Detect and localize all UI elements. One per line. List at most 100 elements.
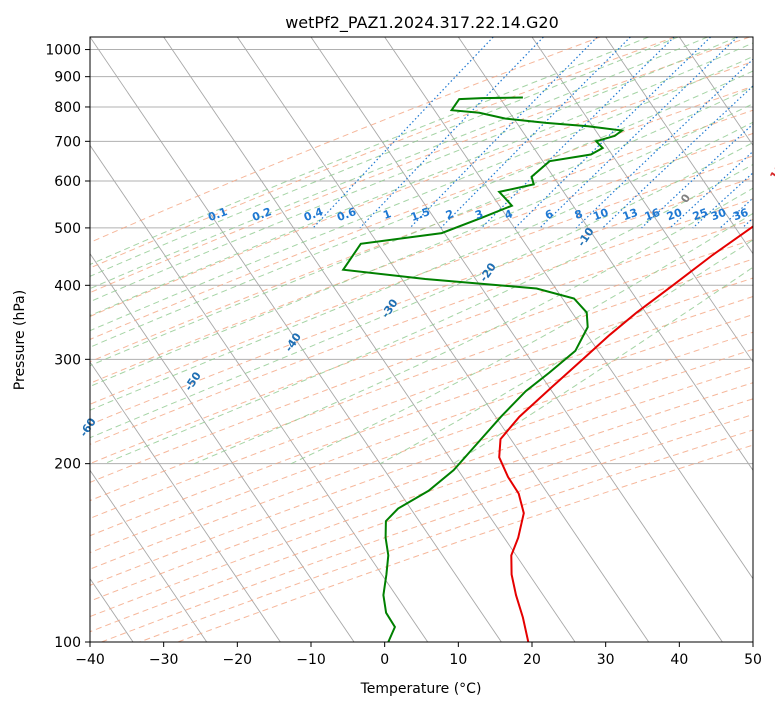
- mixing-ratio-label: 36: [731, 206, 750, 224]
- dry-adiabat-line: [90, 37, 676, 269]
- isotherm-line: [531, 37, 753, 363]
- isotherm-label: -10: [575, 225, 597, 249]
- mixing-ratio-line: [514, 37, 712, 229]
- mixing-ratio-label: 3: [473, 207, 485, 222]
- y-tick-label: 900: [54, 70, 81, 86]
- background-lines: [0, 37, 753, 642]
- dry-adiabat-line: [90, 155, 753, 405]
- x-tick-label: 30: [597, 652, 615, 668]
- isotherm-line: [90, 361, 281, 642]
- isotherm-line: [0, 37, 59, 642]
- isotherm-line: [236, 37, 650, 642]
- profiles: [341, 96, 753, 642]
- mixing-ratio-label: 20: [665, 206, 684, 224]
- moist-adiabat-line: [104, 163, 753, 465]
- moist-adiabat-line: [90, 103, 753, 387]
- isotherm-line: [163, 37, 576, 642]
- mixing-ratio-label: 1: [381, 207, 393, 222]
- moist-adiabat-line: [379, 239, 753, 465]
- mixing-ratio-label: 2: [444, 207, 456, 222]
- isotherm-label: -60: [77, 415, 99, 439]
- x-tick-label: −20: [223, 652, 253, 668]
- x-tick-label: 10: [449, 652, 467, 668]
- y-tick-label: 1000: [45, 43, 81, 59]
- mixing-ratio-label: 6: [543, 207, 555, 222]
- mixing-ratio-label: 10: [591, 206, 610, 224]
- dry-adiabat-line: [90, 238, 753, 483]
- dewpoint-profile-line: [341, 96, 625, 642]
- mixing-ratio-line: [692, 171, 753, 229]
- moist-adiabat-line: [90, 121, 753, 411]
- moist-adiabat-line: [90, 37, 679, 277]
- dry-adiabat-line: [90, 398, 753, 633]
- y-tick-label: 300: [54, 352, 81, 368]
- isotherm-line: [457, 37, 753, 472]
- isotherm-line: [90, 37, 502, 642]
- dry-adiabat-line: [90, 348, 753, 586]
- chart-title: wetPf2_PAZ1.2024.317.22.14.G20: [285, 13, 559, 33]
- x-tick-label: 40: [670, 652, 688, 668]
- dry-adiabat-line: [139, 429, 753, 642]
- moist-adiabat-line: [90, 37, 649, 266]
- mixing-ratio-line: [539, 37, 738, 229]
- mixing-ratio-label: 8: [573, 207, 585, 222]
- temperature-profile-line: [498, 225, 753, 642]
- mixing-ratio-label: 0.4: [302, 205, 325, 224]
- dry-adiabat-line: [90, 295, 753, 537]
- mixing-ratio-label: 30: [709, 206, 728, 224]
- x-tick-label: 50: [744, 652, 762, 668]
- moist-adiabat-line: [452, 266, 753, 465]
- y-tick-label: 700: [54, 134, 81, 150]
- mixing-ratio-line: [575, 58, 753, 229]
- isotherm-label: -50: [182, 369, 204, 393]
- mixing-ratio-label: 0.1: [206, 205, 229, 224]
- x-tick-label: −10: [296, 652, 326, 668]
- moist-adiabat-line: [90, 141, 753, 439]
- mixing-ratio-label: 25: [691, 206, 710, 223]
- moist-adiabat-line: [290, 212, 753, 465]
- isotherm-label: 0: [678, 191, 693, 205]
- y-tick-label: 800: [54, 100, 81, 116]
- isotherm-line: [678, 37, 753, 147]
- x-tick-label: 20: [523, 652, 541, 668]
- y-tick-label: 600: [54, 174, 81, 190]
- mixing-ratio-line: [741, 217, 753, 229]
- dry-adiabat-line: [177, 444, 753, 642]
- x-tick-label: −30: [149, 652, 179, 668]
- dry-adiabat-line: [90, 37, 750, 294]
- mixing-ratio-label: 0.6: [335, 205, 358, 224]
- dry-adiabat-line: [90, 382, 753, 618]
- y-tick-label: 500: [54, 221, 81, 237]
- isotherm-line: [90, 469, 208, 642]
- isotherm-line: [90, 252, 355, 642]
- mixing-ratio-line: [480, 37, 675, 229]
- moist-adiabat-line: [90, 86, 753, 367]
- moist-adiabat-line: [90, 37, 738, 303]
- dry-adiabat-line: [90, 177, 753, 426]
- y-tick-label: 100: [54, 635, 81, 651]
- plot-frame: [89, 36, 754, 643]
- mixing-ratio-label: 13: [621, 206, 640, 223]
- moist-adiabat-line: [90, 42, 753, 317]
- mixing-ratio-line: [312, 37, 494, 229]
- isotherm-line: [384, 37, 753, 580]
- x-tick-label: 0: [380, 652, 389, 668]
- dry-adiabat-line: [90, 277, 753, 519]
- dry-adiabat-line: [90, 37, 601, 243]
- x-axis-title: Temperature (°C): [360, 681, 482, 697]
- dry-adiabat-line: [90, 218, 753, 465]
- mixing-ratio-line: [719, 197, 753, 229]
- mixing-ratio-label: 0.2: [251, 205, 274, 224]
- mixing-ratio-label: 16: [643, 206, 662, 224]
- mixing-ratio-line: [440, 37, 631, 229]
- moist-adiabat-line: [90, 56, 753, 332]
- y-tick-label: 200: [54, 457, 81, 473]
- isotherm-label: -30: [379, 296, 401, 320]
- moist-adiabat-line: [90, 70, 753, 348]
- mixing-ratio-label: 1.5: [409, 205, 432, 224]
- mixing-ratio-label: 4: [503, 207, 515, 222]
- isotherm-label: 10: [767, 162, 775, 182]
- x-tick-label: −40: [75, 652, 105, 668]
- moist-adiabat-line: [194, 187, 753, 465]
